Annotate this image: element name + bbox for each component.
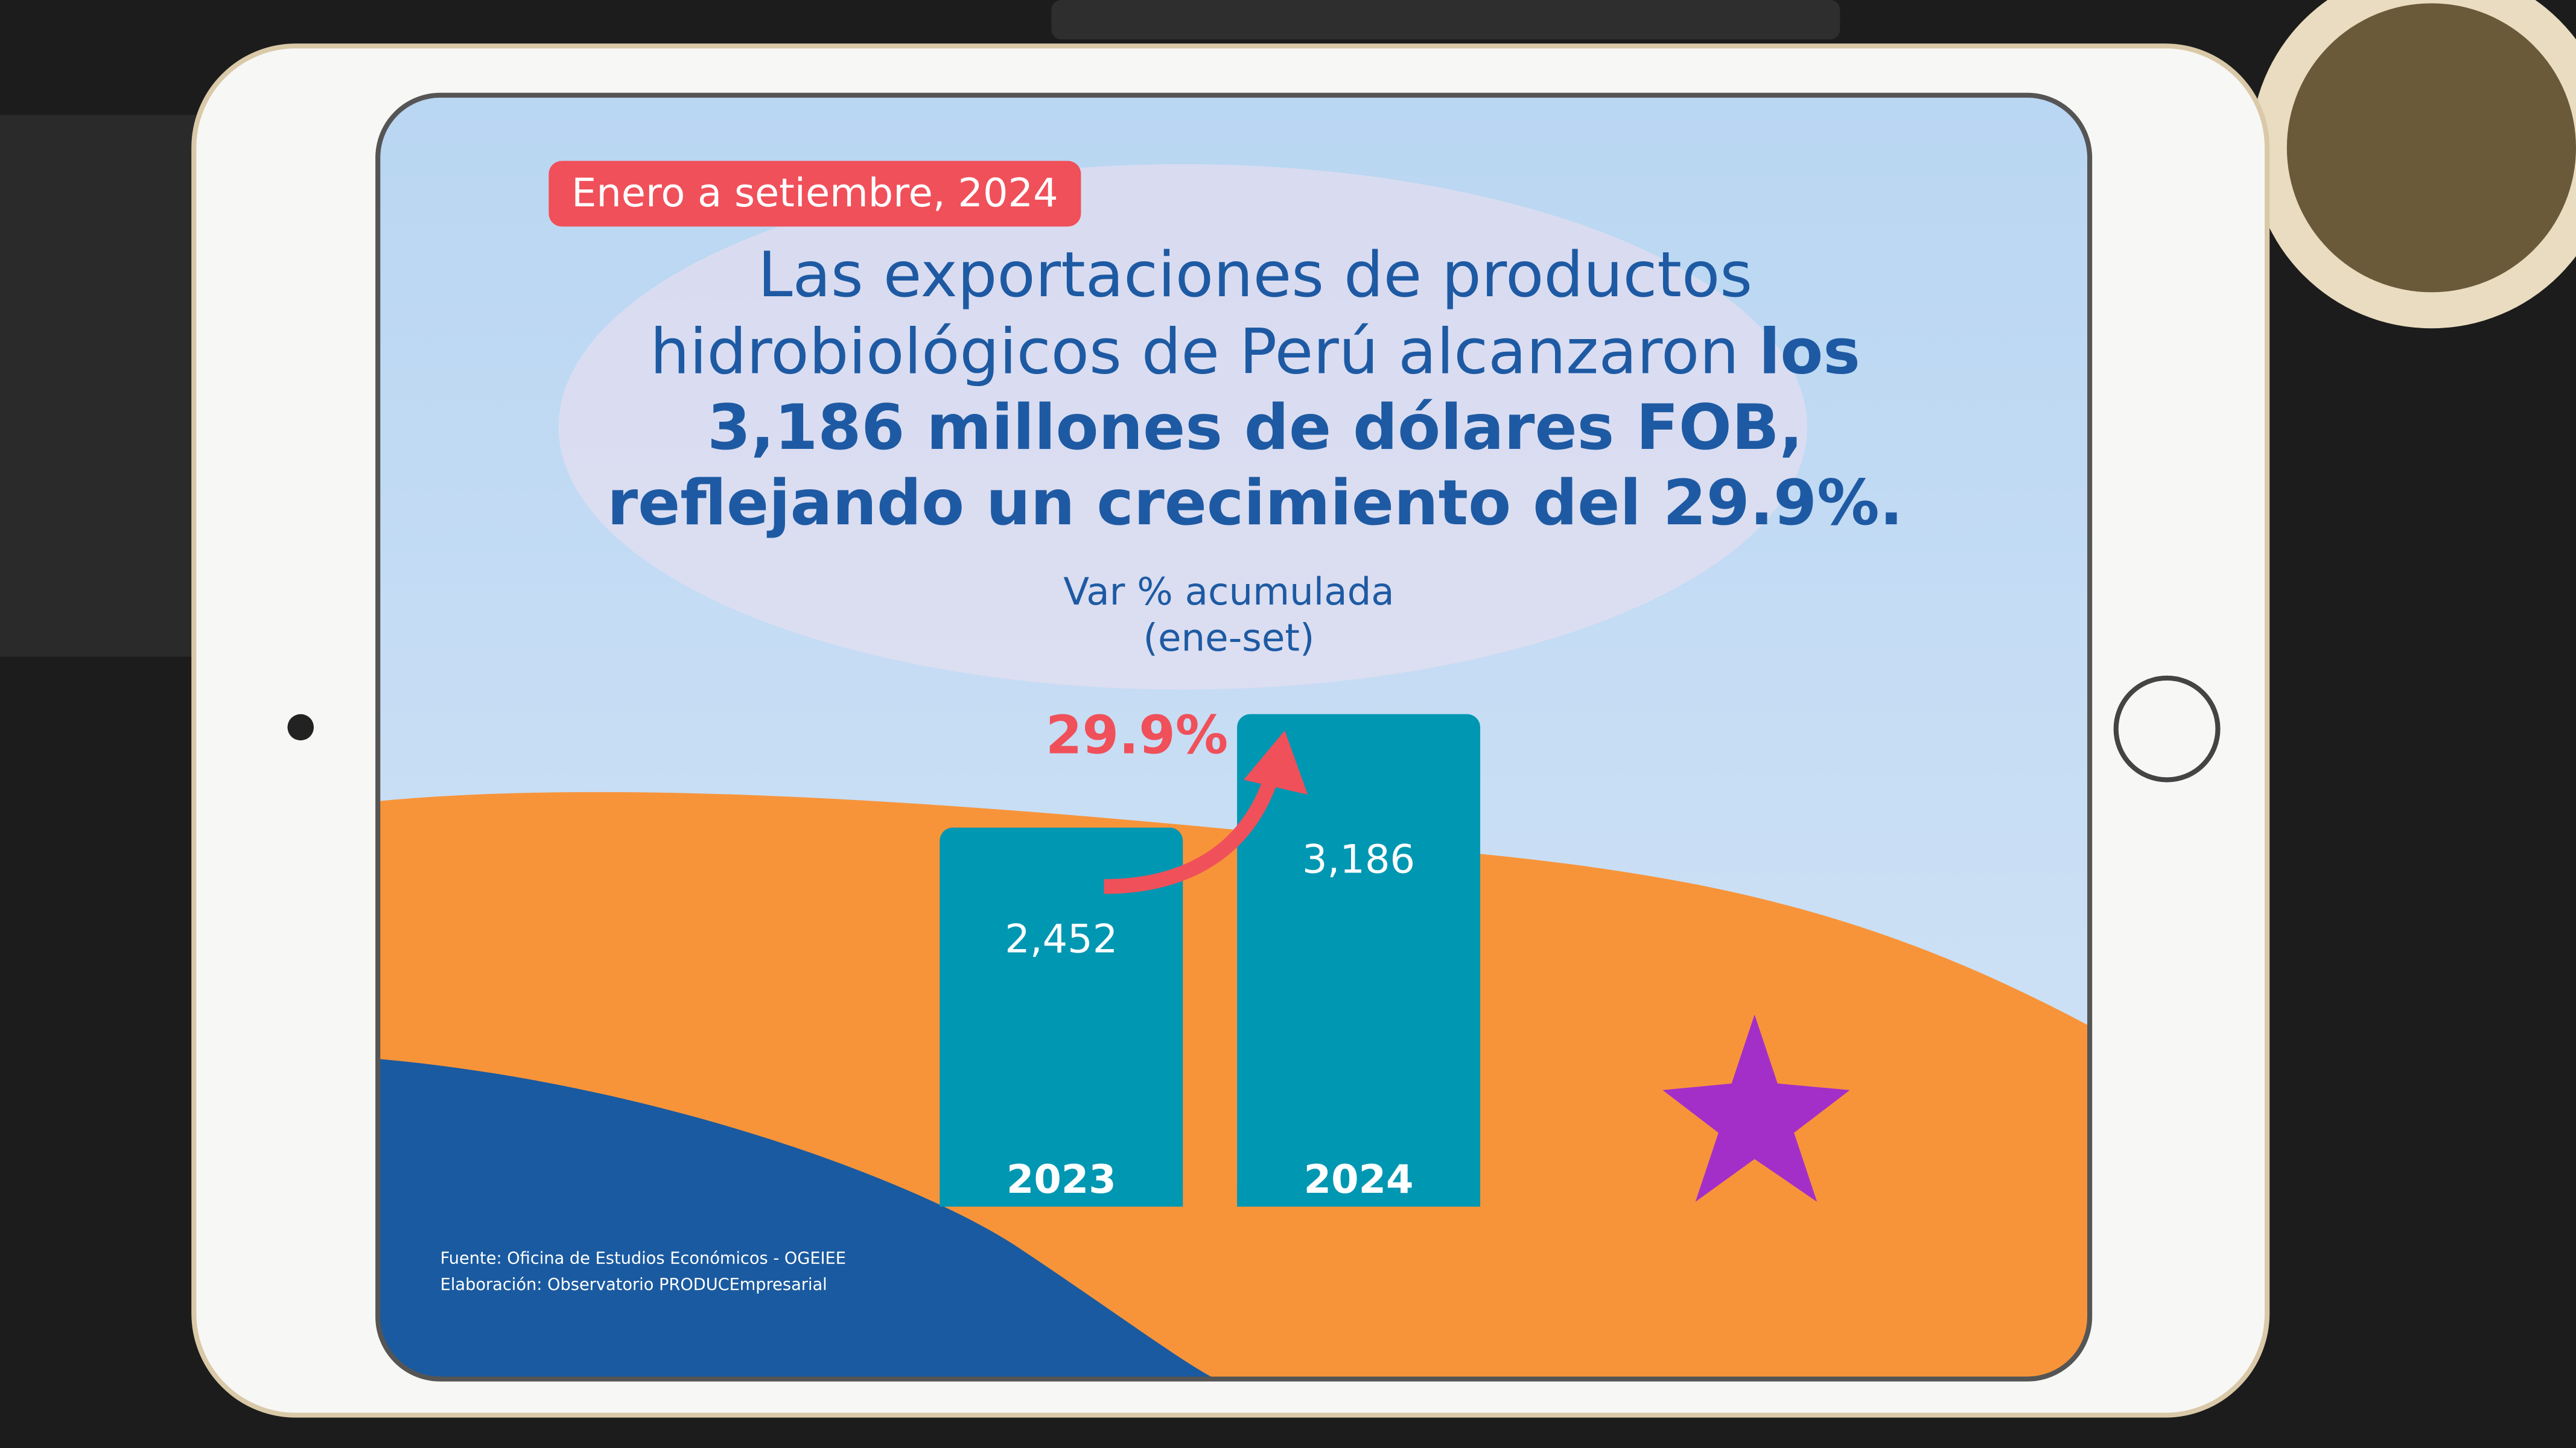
title-part: los (1759, 316, 1860, 389)
arrow (1104, 769, 1280, 894)
camera (287, 714, 314, 741)
screen-border (375, 92, 2093, 1382)
title-part: hidrobiológicos de Perú alcanzaron (650, 316, 1739, 389)
bar-base (940, 1190, 1183, 1207)
title: Las exportaciones de productos hidrobiol… (607, 239, 1903, 539)
subtitle: (ene-set) (1143, 615, 1315, 659)
title-line: hidrobiológicos de Perú alcanzaron los (650, 316, 1860, 389)
bar (1237, 714, 1481, 1207)
category-label: 2023 (1007, 1157, 1116, 1202)
title-line: 3,186 millones de dólares FOB, (707, 392, 1803, 464)
keyboard (0, 115, 231, 657)
title-line: Las exportaciones de productos (758, 239, 1752, 311)
title-line: reflejando un crecimiento del 29.9%. (607, 467, 1903, 539)
source: Elaboración: Observatorio PRODUCEmpresar… (440, 1275, 827, 1294)
badge (549, 160, 1081, 227)
subtitle: Var % acumulada (1063, 570, 1394, 614)
notebook (1051, 0, 1840, 40)
category-label: 2024 (1304, 1157, 1414, 1202)
arrow-head (1243, 730, 1308, 795)
water (378, 1059, 1216, 1379)
star (1662, 1014, 1850, 1202)
bar-base (1237, 1190, 1481, 1207)
cloud (558, 164, 1807, 690)
annotation: 29.9% (1046, 704, 1228, 766)
value-label: 2,452 (1005, 916, 1118, 962)
bars: 2,452 2023 3,186 2024 (940, 714, 1481, 1207)
plant (2286, 3, 2576, 293)
source: Fuente: Oficina de Estudios Económicos -… (440, 1250, 846, 1268)
home-button[interactable] (2113, 675, 2221, 783)
value-label: 3,186 (1302, 837, 1415, 883)
badge-text: Enero a setiembre, 2024 (571, 170, 1058, 216)
bar (940, 827, 1183, 1207)
